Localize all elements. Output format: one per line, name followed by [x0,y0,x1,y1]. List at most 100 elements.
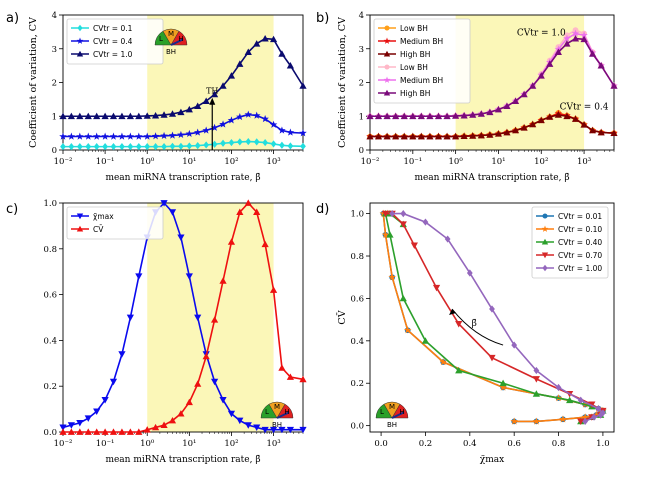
data-point [177,130,185,139]
data-point [76,143,83,151]
data-point [422,218,429,226]
data-point [610,82,618,89]
data-point [202,352,210,360]
data-point [227,238,236,245]
data-point [388,273,396,281]
x-axis-label: mean miRNA transcription rate, β̄ [414,173,569,183]
y-tick-label: 0.2 [43,382,57,392]
data-point [151,423,160,431]
y-tick-label: 3 [359,45,364,55]
panel-c: 10⁻² 10⁻¹ 10⁰ 10¹ 10² 10³ 0.0 0.2 0.4 0.6 0.8 1.0 c)… [6,199,307,465]
data-point [211,316,219,323]
x-tick-label: 0.2 [419,439,433,449]
legend-entry: Medium BH [400,37,443,46]
data-point [84,415,92,422]
y-tick-label: 0.4 [350,337,364,347]
data-point [278,426,286,434]
data-point [109,112,118,120]
data-point [143,112,151,119]
gauge-needle [170,38,184,46]
gauge-label: L [380,408,384,416]
data-point [253,138,260,146]
x-tick-label: 10¹ [182,439,196,449]
data-point [60,143,66,151]
panel-label: a) [6,11,19,26]
panel-label: d) [316,202,329,217]
data-point [499,383,507,391]
legend-entry: CVtr = 0.10 [558,225,602,234]
data-point [135,132,143,140]
data-point [400,132,408,140]
legend-entry: CVtr = 0.01 [558,212,602,221]
data-point [597,128,605,136]
data-point [270,140,277,148]
data-point [177,234,185,241]
data-point [211,140,218,148]
y-axis-label: Coefficient of variation, CV [28,17,39,148]
data-point [410,242,418,250]
legend-entry: CVtr = 0.1 [93,24,133,33]
data-point [160,421,168,429]
data-point [409,132,417,140]
data-point [202,126,210,134]
data-point [185,129,194,137]
data-point [392,132,400,140]
gauge-caption: BH [272,421,282,429]
data-point [286,373,294,380]
data-point [236,138,243,146]
data-point [109,428,118,435]
data-point [477,110,485,117]
data-point [532,390,540,397]
data-point [92,132,101,140]
data-point [486,108,494,116]
data-point [537,116,545,124]
data-point [228,138,235,147]
legend: CVtr = 0.01 CVtr = 0.10 CVtr = 0.40 CVtr = … [531,206,609,279]
data-point [93,408,101,415]
x-tick-label: 10¹ [491,157,505,167]
y-tick-label: 1.0 [43,199,57,209]
data-point [59,132,67,140]
data-point [537,72,545,79]
x-tick-label: 10² [224,439,238,449]
data-point [202,97,210,104]
data-point [84,112,92,120]
beta-arrow [451,308,504,346]
data-point [299,82,307,89]
data-point [571,115,580,122]
panel-label: c) [6,202,18,217]
series-0 [60,137,306,151]
gauge-needle [276,411,290,419]
data-point [546,113,554,120]
data-point [244,110,253,118]
y-tick-label: 0.0 [350,422,364,432]
data-point [559,415,567,423]
data-point [168,416,177,424]
data-point [389,210,396,218]
data-point [135,428,143,435]
data-point [532,376,540,383]
x-tick-label: 10⁰ [140,157,155,167]
data-point [383,132,391,140]
panel-d: 0.0 0.2 0.4 0.6 0.8 1.0 0.0 0.2 0.4 0.6 0.8 1.0 d) χ̃… [316,202,615,465]
data-point [210,123,219,131]
data-point [253,40,261,47]
y-tick-label: 0 [52,146,57,156]
data-point [600,409,606,417]
data-point [269,286,278,293]
data-point [439,358,447,366]
data-point [374,132,383,140]
legend: CVtr = 0.1 CVtr = 0.4 CVtr = 1.0 [66,18,164,65]
data-point [135,273,143,280]
series-1 [59,199,307,435]
data-point [287,142,294,150]
x-tick-label: 10⁻¹ [96,157,115,167]
annotation-text: CVtr = 1.0 [517,28,566,38]
data-point [84,132,93,140]
data-point [84,428,92,435]
legend-entry: CV̄ [93,225,104,234]
x-tick-label: 0.4 [463,439,477,449]
data-point [67,428,75,435]
